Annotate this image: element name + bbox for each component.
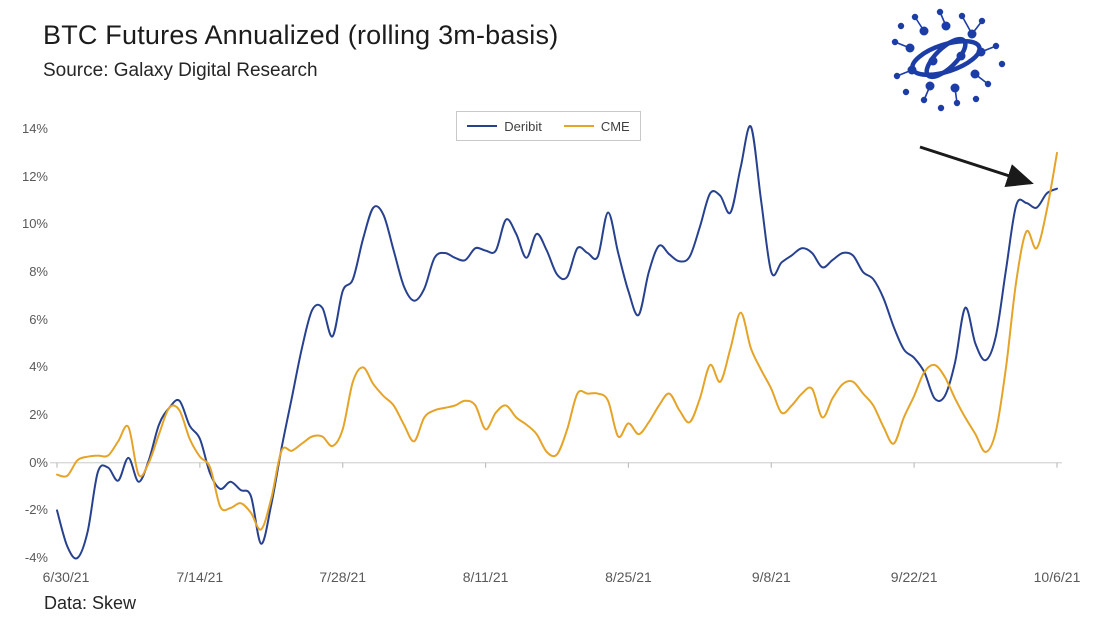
- network-logo-icon: [891, 8, 1006, 112]
- x-axis-tick-label: 9/8/21: [751, 569, 791, 585]
- y-axis-tick-label: 14%: [21, 121, 48, 137]
- cme-line-swatch: [563, 125, 594, 127]
- annotation-arrow: [919, 145, 1034, 188]
- legend-label-deribit: Deribit: [504, 118, 542, 134]
- x-axis-tick-label: 8/11/21: [462, 569, 509, 585]
- y-axis-tick-label: -4%: [24, 550, 48, 566]
- y-axis-tick-label: 12%: [21, 168, 48, 184]
- y-axis-tick-label: 4%: [29, 359, 48, 375]
- series-line-cme: [56, 151, 1058, 531]
- y-axis-tick-label: -2%: [24, 502, 48, 518]
- x-axis-tick-label: 6/30/21: [42, 569, 90, 585]
- data-source-note: Data: Skew: [44, 593, 137, 613]
- legend-item-cme: CME: [563, 118, 630, 134]
- y-axis-tick-label: 8%: [29, 264, 48, 280]
- y-axis-tick-label: 10%: [21, 216, 48, 232]
- page-subtitle: Source: Galaxy Digital Research: [43, 60, 318, 81]
- legend-item-deribit: Deribit: [467, 119, 542, 134]
- y-axis-tick-label: 6%: [29, 311, 48, 327]
- x-axis-tick-label: 7/14/21: [176, 569, 224, 585]
- y-axis-tick-label: 2%: [29, 407, 48, 423]
- x-axis-tick-label: 9/22/21: [890, 569, 938, 585]
- x-axis-tick-label: 7/28/21: [319, 569, 367, 585]
- x-axis-tick-label: 8/25/21: [605, 569, 652, 585]
- chart-legend: Deribit CME: [456, 111, 641, 141]
- page-title: BTC Futures Annualized (rolling 3m-basis…: [43, 20, 559, 50]
- deribit-line-swatch: [467, 125, 498, 127]
- x-axis-tick-label: 10/6/21: [1033, 569, 1081, 585]
- y-axis-tick-label: 0%: [29, 454, 48, 470]
- legend-label-cme: CME: [600, 118, 630, 134]
- series-line-deribit: [56, 125, 1058, 560]
